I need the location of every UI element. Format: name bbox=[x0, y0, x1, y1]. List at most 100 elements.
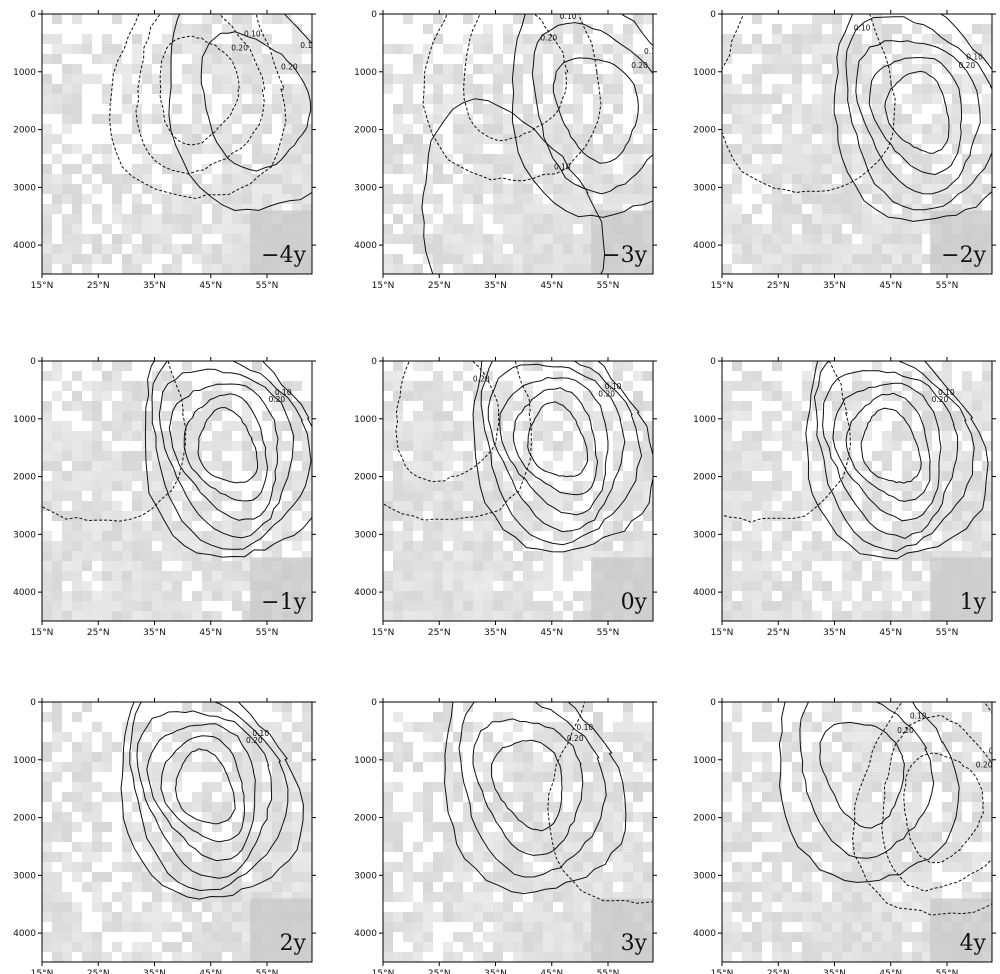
y-tick-label: 3000 bbox=[13, 530, 36, 540]
positive-contour bbox=[160, 735, 246, 843]
negative-contour bbox=[463, 14, 569, 142]
y-tick-label: 0 bbox=[710, 357, 716, 367]
y-tick-label: 4000 bbox=[693, 241, 716, 251]
contour-label: 0.20 bbox=[269, 395, 286, 404]
plot-frame bbox=[721, 13, 993, 275]
positive-contour bbox=[813, 361, 975, 553]
lag-label: 1y bbox=[960, 590, 987, 615]
y-tick-label: 0 bbox=[371, 357, 377, 367]
positive-contour bbox=[129, 702, 289, 892]
lag-label: 2y bbox=[280, 931, 307, 956]
y-tick-label: 3000 bbox=[13, 871, 36, 881]
lag-label: 4y bbox=[960, 931, 987, 956]
y-tick-label: 2000 bbox=[693, 473, 716, 483]
contours: 0.10 0.20 0.10 0.10 0.20 bbox=[421, 12, 661, 274]
x-tick-label: 25°N bbox=[87, 969, 110, 974]
contour-label: 0.10 bbox=[560, 12, 577, 21]
x-tick-label: 55°N bbox=[597, 281, 620, 291]
positive-contour bbox=[855, 40, 981, 195]
y-tick-label: 2000 bbox=[13, 473, 36, 483]
contour-label: 0.10 bbox=[854, 24, 871, 33]
contour-label: 0.10 bbox=[989, 746, 1000, 755]
y-tick-label: 1000 bbox=[354, 756, 377, 766]
y-tick-label: 3000 bbox=[693, 530, 716, 540]
y-tick-label: 0 bbox=[710, 698, 716, 708]
positive-contour bbox=[884, 70, 950, 154]
y-tick-label: 3000 bbox=[13, 183, 36, 193]
contour-label: 0.10 bbox=[244, 30, 261, 39]
contour-label: 0.10 bbox=[910, 712, 927, 721]
positive-contour bbox=[531, 22, 653, 195]
negative-contour bbox=[159, 35, 240, 146]
x-tick-label: 45°N bbox=[540, 281, 563, 291]
x-tick-label: 25°N bbox=[767, 969, 790, 974]
positive-contour bbox=[868, 57, 962, 176]
x-tick-label: 45°N bbox=[199, 281, 222, 291]
y-tick-label: 2000 bbox=[13, 814, 36, 824]
x-tick-label: 35°N bbox=[484, 969, 507, 974]
panel-6: 0.100.200.10 0 1000 2000 3000 4000 15°N 25°N 35°… bbox=[693, 357, 996, 638]
positive-contour bbox=[799, 702, 935, 859]
positive-contour bbox=[778, 702, 960, 883]
panel-7: 0.100.20 0 1000 2000 3000 4000 15°N 25°N 35°N 45°… bbox=[13, 698, 316, 974]
y-tick-label: 1000 bbox=[13, 415, 36, 425]
x-tick-label: 25°N bbox=[87, 628, 110, 638]
positive-contour bbox=[511, 14, 653, 218]
lag-label: −3y bbox=[602, 243, 647, 268]
x-tick-label: 45°N bbox=[879, 281, 902, 291]
x-tick-label: 25°N bbox=[767, 281, 790, 291]
significance-shading bbox=[722, 361, 992, 621]
x-tick-label: 15°N bbox=[31, 969, 54, 974]
y-tick-label: 1000 bbox=[354, 68, 377, 78]
contour-label: 0.20 bbox=[231, 44, 248, 53]
y-tick-label: 0 bbox=[30, 10, 36, 20]
positive-contour bbox=[168, 14, 312, 212]
x-tick-label: 15°N bbox=[31, 628, 54, 638]
panel-1: 0.10 0.20 0.10 0.20 0 1000 2000 3000 4000 15°N 25°… bbox=[13, 10, 316, 291]
positive-contour bbox=[552, 57, 639, 164]
x-tick-label: 15°N bbox=[711, 281, 734, 291]
positive-contour bbox=[120, 702, 304, 900]
y-tick-label: 0 bbox=[30, 357, 36, 367]
x-tick-label: 45°N bbox=[879, 969, 902, 974]
positive-contour bbox=[860, 407, 922, 484]
positive-contour bbox=[197, 407, 259, 484]
plot-frame bbox=[721, 360, 993, 622]
y-tick-label: 2000 bbox=[354, 473, 377, 483]
plot-frame bbox=[721, 701, 993, 963]
positive-contour bbox=[158, 368, 295, 539]
positive-contour bbox=[151, 361, 312, 550]
x-tick-label: 25°N bbox=[428, 281, 451, 291]
x-tick-label: 15°N bbox=[711, 628, 734, 638]
positive-contour bbox=[833, 14, 992, 222]
negative-contour bbox=[422, 14, 602, 182]
contours: 0.100.20 bbox=[120, 702, 304, 900]
x-tick-label: 55°N bbox=[256, 281, 279, 291]
negative-contour bbox=[383, 361, 532, 521]
positive-contour bbox=[421, 98, 606, 274]
contour-label: 0.10 bbox=[275, 388, 292, 397]
x-tick-label: 15°N bbox=[31, 281, 54, 291]
x-tick-label: 15°N bbox=[372, 281, 395, 291]
positive-contour bbox=[174, 748, 236, 825]
x-tick-label: 55°N bbox=[936, 969, 959, 974]
y-tick-label: 2000 bbox=[354, 814, 377, 824]
plot-frame bbox=[41, 360, 313, 622]
y-tick-label: 4000 bbox=[354, 588, 377, 598]
contours: 0.10 0.20 0.10 0.20 bbox=[109, 14, 312, 212]
y-tick-label: 0 bbox=[710, 10, 716, 20]
x-tick-label: 15°N bbox=[372, 969, 395, 974]
positive-contour bbox=[527, 401, 589, 478]
contour-label: 0.20 bbox=[959, 61, 976, 70]
positive-contour bbox=[472, 718, 584, 856]
contours: 0.100.200.10 bbox=[42, 353, 312, 558]
negative-contour bbox=[109, 14, 287, 200]
contour-label: 0.10 bbox=[146, 353, 163, 362]
y-tick-label: 1000 bbox=[354, 415, 377, 425]
positive-contour bbox=[144, 361, 312, 558]
contour-label: 0.10 bbox=[644, 47, 661, 56]
positive-contour bbox=[458, 702, 607, 878]
lag-label: 0y bbox=[621, 590, 648, 615]
